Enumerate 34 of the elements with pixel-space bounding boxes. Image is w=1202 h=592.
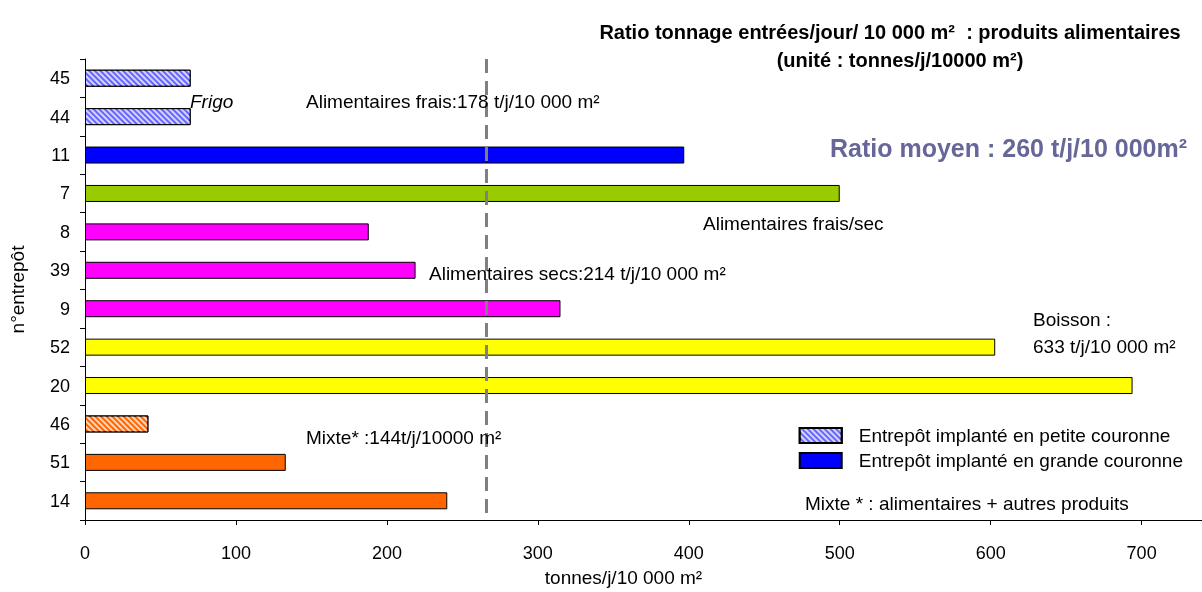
chart-title: Ratio tonnage entrées/jour/ 10 000 m² : produits alimentaires	[599, 21, 1181, 43]
y-tick-label: 46	[49, 413, 70, 434]
annotation: Mixte* :144t/j/10000 m²	[306, 426, 502, 448]
y-tick-label: 52	[49, 337, 70, 358]
x-tick-label: 400	[673, 543, 704, 563]
annotation: Ratio moyen : 260 t/j/10 000m²	[830, 134, 1188, 162]
y-tick-label: 9	[59, 298, 70, 319]
y-tick-label: 44	[49, 106, 70, 127]
annotation: Mixte * : alimentaires + autres produits	[805, 492, 1129, 514]
y-tick-label: 8	[59, 221, 70, 242]
x-tick-label: 700	[1126, 543, 1157, 563]
y-axis-title: n°entrepôt	[7, 244, 28, 334]
annotation: Boisson : 633 t/j/10 000 m²	[1033, 309, 1176, 357]
x-axis-title: tonnes/j/10 000 m²	[544, 567, 703, 588]
x-tick-label: 300	[522, 543, 553, 563]
x-tick-label: 100	[220, 543, 251, 563]
annotation: Alimentaires secs:214 t/j/10 000 m²	[429, 262, 726, 284]
annotation: Frigo	[190, 90, 234, 112]
chart-subtitle: (unité : tonnes/j/10000 m²)	[776, 49, 1024, 71]
y-tick-label: 45	[49, 68, 70, 89]
y-tick-label: 20	[49, 375, 70, 396]
x-tick-label: 200	[371, 543, 402, 563]
legend-label: Entrepôt implanté en petite couronne	[858, 425, 1171, 446]
x-tick-label: 600	[975, 543, 1006, 563]
x-tick-label: 500	[824, 543, 855, 563]
y-tick-label: 7	[59, 183, 70, 204]
legend-label: Entrepôt implanté en grande couronne	[858, 450, 1183, 471]
x-tick-label: 0	[79, 543, 91, 563]
annotation: Alimentaires frais:178 t/j/10 000 m²	[306, 90, 600, 112]
annotation: Alimentaires frais/sec	[703, 212, 884, 234]
y-tick-label: 14	[49, 490, 70, 511]
y-tick-label: 39	[49, 260, 70, 281]
y-tick-label: 11	[51, 145, 70, 166]
y-tick-label: 51	[49, 452, 70, 473]
